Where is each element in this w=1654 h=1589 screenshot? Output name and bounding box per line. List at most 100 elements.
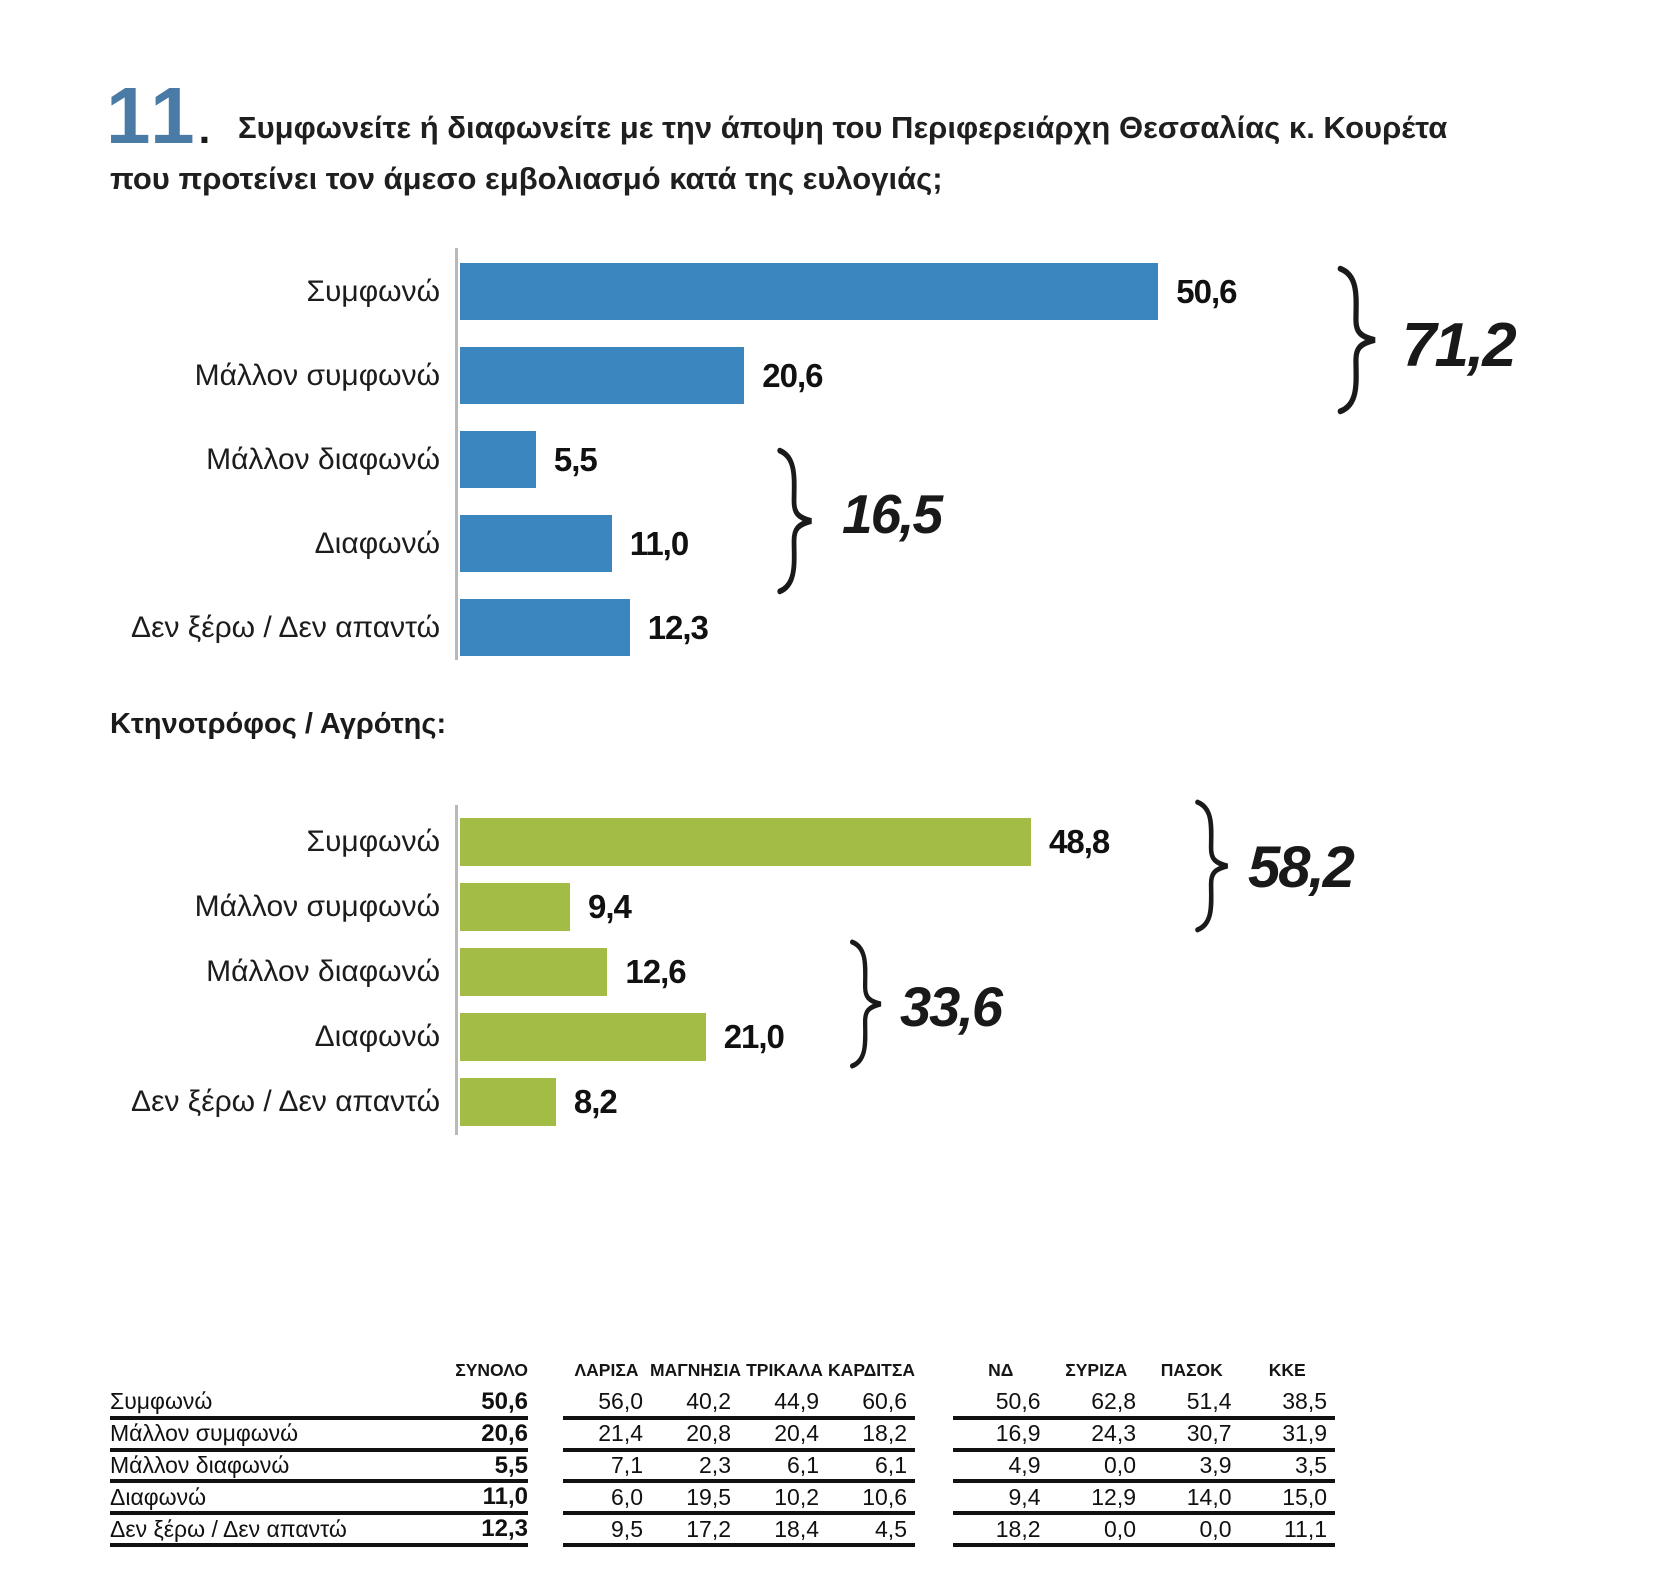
total-cell: 12,3 xyxy=(481,1515,528,1543)
table-row: 9,5 17,2 18,4 4,5 xyxy=(563,1515,915,1547)
total-cell: 50,6 xyxy=(481,1387,528,1415)
region-cell: 6,1 xyxy=(875,1451,907,1478)
region-cell: 56,0 xyxy=(598,1388,643,1415)
bar-row: Μάλλον συμφωνώ 9,4 xyxy=(110,883,1370,931)
bar-row: Διαφωνώ 21,0 xyxy=(110,1013,1370,1061)
table-row: Μάλλον συμφωνώ 20,6 xyxy=(110,1420,528,1452)
party-cell: 3,5 xyxy=(1295,1451,1327,1478)
bar-value-label: 48,8 xyxy=(1049,823,1110,860)
total-cell: 20,6 xyxy=(481,1419,528,1447)
bar xyxy=(460,948,608,996)
bar xyxy=(460,1013,706,1061)
party-cell: 0,0 xyxy=(1104,1515,1136,1542)
region-cell: 7,1 xyxy=(611,1451,643,1478)
bar-row: Μάλλον συμφωνώ 20,6 xyxy=(110,347,1370,404)
aggregate-disagree-farmers: 33,6 xyxy=(900,975,1003,1038)
bar xyxy=(460,883,570,931)
region-cell: 44,9 xyxy=(774,1388,819,1415)
bar xyxy=(460,818,1031,866)
region-cell: 10,6 xyxy=(862,1483,907,1510)
curly-brace-icon xyxy=(1195,799,1228,933)
total-cell: 5,5 xyxy=(494,1451,528,1479)
region-cell: 17,2 xyxy=(686,1515,731,1542)
party-cell: 50,6 xyxy=(995,1388,1041,1415)
region-cell: 6,1 xyxy=(787,1451,819,1478)
row-label: Μάλλον συμφωνώ xyxy=(110,1420,299,1447)
bar-chart-total: Συμφωνώ 50,6 Μάλλον συμφωνώ 20,6 Μάλλον … xyxy=(110,248,1370,660)
column-header-party: ΣΥΡΙΖΑ xyxy=(1065,1360,1128,1380)
category-label: Μάλλον διαφωνώ xyxy=(206,955,440,988)
category-label: Συμφωνώ xyxy=(306,825,440,858)
bar-row: Μάλλον διαφωνώ 12,6 xyxy=(110,948,1370,996)
table-header-row: ΛΑΡΙΣΑ ΜΑΓΝΗΣΙΑ ΤΡΙΚΑΛΑ ΚΑΡΔΙΤΣΑ xyxy=(563,1352,915,1388)
bar xyxy=(460,263,1159,320)
question-title: Συμφωνείτε ή διαφωνείτε με την άποψη του… xyxy=(110,110,1448,197)
table-row: 50,6 62,8 51,4 38,5 xyxy=(953,1388,1335,1420)
region-cell: 4,5 xyxy=(875,1515,907,1542)
table-row: 7,1 2,3 6,1 6,1 xyxy=(563,1452,915,1484)
row-label: Διαφωνώ xyxy=(110,1483,207,1510)
region-cell: 20,8 xyxy=(686,1420,731,1447)
bar-track: 9,4 xyxy=(460,883,1370,931)
region-cell: 19,5 xyxy=(686,1483,731,1510)
bar-rows: Συμφωνώ 48,8 Μάλλον συμφωνώ 9,4 Μάλλον δ… xyxy=(110,805,1370,1143)
question-number: 11. xyxy=(106,76,210,156)
bar-value-label: 50,6 xyxy=(1176,272,1237,310)
table-row: 18,2 0,0 0,0 11,1 xyxy=(953,1515,1335,1547)
party-cell: 14,0 xyxy=(1186,1483,1232,1510)
bar-value-label: 20,6 xyxy=(762,356,823,394)
bar xyxy=(460,599,630,656)
aggregate-disagree-total: 16,5 xyxy=(842,483,943,545)
bar-track: 11,0 xyxy=(460,515,1370,572)
table-row: Συμφωνώ 50,6 xyxy=(110,1388,528,1420)
party-cell: 15,0 xyxy=(1282,1483,1327,1510)
party-cell: 51,4 xyxy=(1186,1388,1232,1415)
category-label: Συμφωνώ xyxy=(306,274,440,308)
table-row: Δεν ξέρω / Δεν απαντώ 12,3 xyxy=(110,1515,528,1547)
question-number-value: 11 xyxy=(106,71,199,160)
bar-value-label: 9,4 xyxy=(588,888,632,925)
party-cell: 0,0 xyxy=(1199,1515,1232,1542)
column-header-region: ΤΡΙΚΑΛΑ xyxy=(746,1360,823,1380)
curly-brace-icon xyxy=(850,939,882,1069)
bar-track: 20,6 xyxy=(460,347,1370,404)
table-row: 56,0 40,2 44,9 60,6 xyxy=(563,1388,915,1420)
table-header-row: ΝΔ ΣΥΡΙΖΑ ΠΑΣΟΚ ΚΚΕ xyxy=(953,1352,1335,1388)
bar-row: Συμφωνώ 50,6 xyxy=(110,263,1370,320)
party-cell: 18,2 xyxy=(995,1515,1041,1542)
party-cell: 62,8 xyxy=(1091,1388,1136,1415)
region-cell: 2,3 xyxy=(699,1451,731,1478)
region-cell: 21,4 xyxy=(598,1420,643,1447)
bar-value-label: 5,5 xyxy=(553,440,598,478)
bar-row: Δεν ξέρω / Δεν απαντώ 8,2 xyxy=(110,1078,1370,1126)
bar-value-label: 12,6 xyxy=(625,953,686,990)
bar-track: 12,3 xyxy=(460,599,1370,656)
category-label: Διαφωνώ xyxy=(314,1020,440,1053)
bar-row: Διαφωνώ 11,0 xyxy=(110,515,1370,572)
party-cell: 9,4 xyxy=(1008,1483,1041,1510)
category-label: Διαφωνώ xyxy=(314,526,440,560)
party-cell: 0,0 xyxy=(1104,1451,1136,1478)
column-header-party: ΚΚΕ xyxy=(1268,1360,1306,1380)
table-row: 4,9 0,0 3,9 3,5 xyxy=(953,1452,1335,1484)
region-cell: 9,5 xyxy=(611,1515,643,1542)
category-label: Μάλλον διαφωνώ xyxy=(206,442,440,476)
party-cell: 16,9 xyxy=(995,1420,1041,1447)
region-cell: 10,2 xyxy=(774,1483,819,1510)
table-row: Μάλλον διαφωνώ 5,5 xyxy=(110,1452,528,1484)
bar xyxy=(460,515,612,572)
bar-row: Δεν ξέρω / Δεν απαντώ 12,3 xyxy=(110,599,1370,656)
crosstab-parties: ΝΔ ΣΥΡΙΖΑ ΠΑΣΟΚ ΚΚΕ 50,6 62,8 51,4 38,5 … xyxy=(953,1352,1335,1547)
column-header-region: ΜΑΓΝΗΣΙΑ xyxy=(650,1360,742,1380)
bar-track: 12,6 xyxy=(460,948,1370,996)
bar-row: Συμφωνώ 48,8 xyxy=(110,818,1370,866)
region-cell: 18,2 xyxy=(862,1420,907,1447)
row-label: Δεν ξέρω / Δεν απαντώ xyxy=(110,1515,347,1542)
row-label: Συμφωνώ xyxy=(110,1388,213,1415)
bar-track: 21,0 xyxy=(460,1013,1370,1061)
category-label: Δεν ξέρω / Δεν απαντώ xyxy=(131,1085,440,1118)
bar-value-label: 21,0 xyxy=(723,1018,785,1055)
party-cell: 4,9 xyxy=(1008,1451,1041,1478)
category-label: Μάλλον συμφωνώ xyxy=(194,358,440,392)
bar-track: 50,6 xyxy=(460,263,1370,320)
